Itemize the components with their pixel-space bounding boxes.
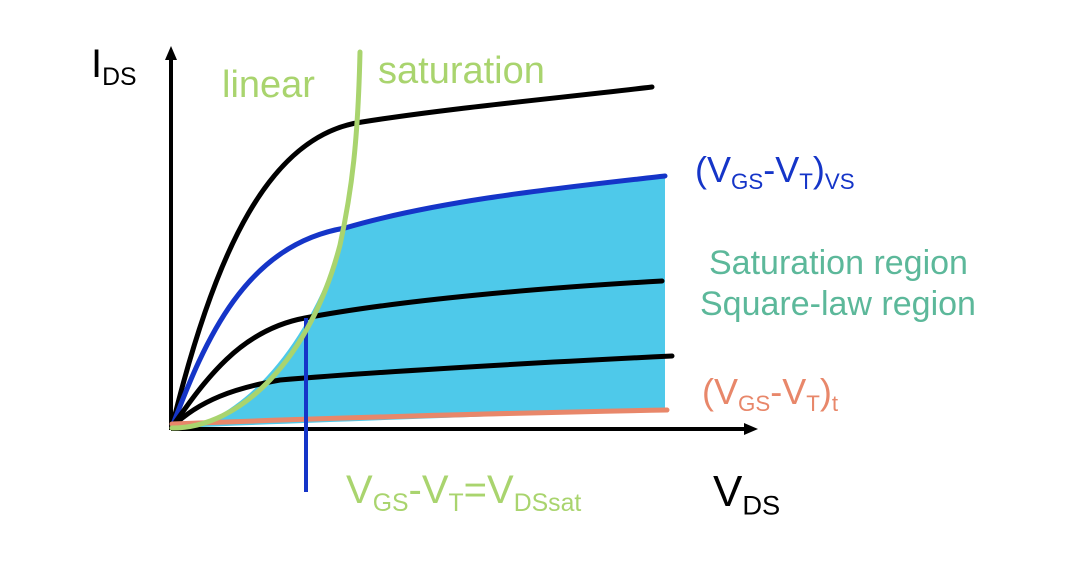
curve-vgs-low <box>169 353 675 430</box>
vgs-vt-vs-label: (VGS-VT)VS <box>695 149 855 195</box>
curve-vgs-threshold <box>169 407 670 427</box>
x-axis-label: VDS <box>713 467 781 521</box>
vdssat-label: VGS-VT=VDSsat <box>346 468 582 517</box>
linear-saturation-boundary <box>169 49 363 431</box>
linear-region-label: linear <box>222 64 315 106</box>
saturation-label: saturation <box>378 50 545 92</box>
region-name-line1: Saturation region <box>709 244 968 282</box>
vgs-vt-t-label: (VGS-VT)t <box>702 371 839 417</box>
y-axis-arrowhead <box>165 46 177 60</box>
y-axis-label: IDS <box>91 42 137 91</box>
region-name-line2: Square-law region <box>700 285 976 323</box>
x-axis-arrowhead <box>744 423 758 435</box>
curve-vgs-mid <box>169 278 665 430</box>
